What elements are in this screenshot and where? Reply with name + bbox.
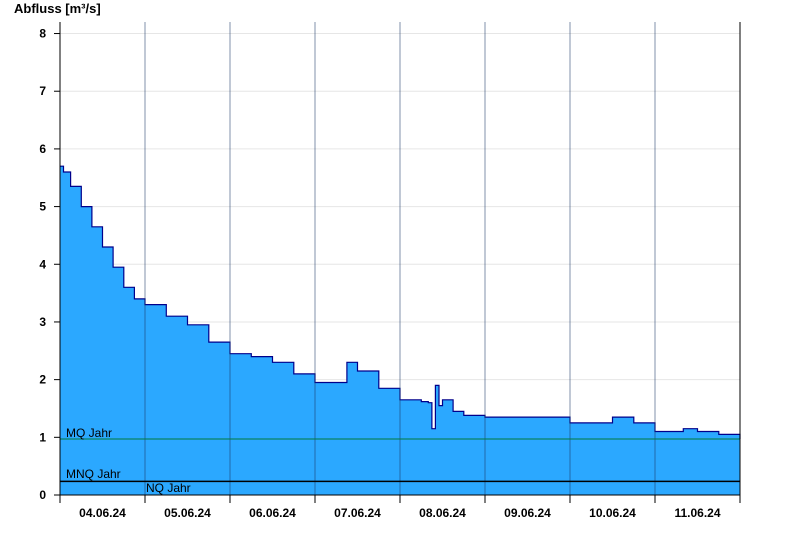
ref-label-mnq: MNQ Jahr (66, 467, 121, 481)
x-tick-label-7: 11.06.24 (674, 506, 720, 520)
y-tick-label-3: 3 (39, 315, 46, 329)
ref-label-nq: NQ Jahr (146, 481, 191, 495)
x-tick-label-5: 09.06.24 (504, 506, 551, 520)
y-tick-label-5: 5 (39, 200, 46, 214)
y-axis-title: Abfluss [m³/s] (14, 1, 101, 16)
y-tick-label-7: 7 (39, 84, 46, 98)
y-tick-label-6: 6 (39, 142, 46, 156)
y-tick-label-8: 8 (39, 27, 46, 41)
y-tick-label-2: 2 (39, 373, 46, 387)
x-tick-label-2: 06.06.24 (249, 506, 296, 520)
x-tick-label-4: 08.06.24 (419, 506, 466, 520)
reference-lines: MQ Jahr MNQ Jahr NQ Jahr (60, 426, 740, 495)
discharge-line (60, 165, 741, 439)
x-tick-label-1: 05.06.24 (164, 506, 211, 520)
y-tick-label-4: 4 (39, 257, 46, 271)
x-tick-label-3: 07.06.24 (334, 506, 381, 520)
y-tick-label-1: 1 (39, 430, 46, 444)
x-tick-label-6: 10.06.24 (589, 506, 636, 520)
y-tick-label-0: 0 (39, 488, 46, 502)
ref-label-mq: MQ Jahr (66, 426, 112, 440)
x-tick-label-0: 04.06.24 (79, 506, 126, 520)
x-axis-ticks: 04.06.24 05.06.24 06.06.24 07.06.24 08.06.24… (59, 495, 741, 520)
day-separators (144, 22, 656, 495)
y-axis-ticks: 0 1 2 3 4 5 6 7 8 (39, 27, 60, 502)
